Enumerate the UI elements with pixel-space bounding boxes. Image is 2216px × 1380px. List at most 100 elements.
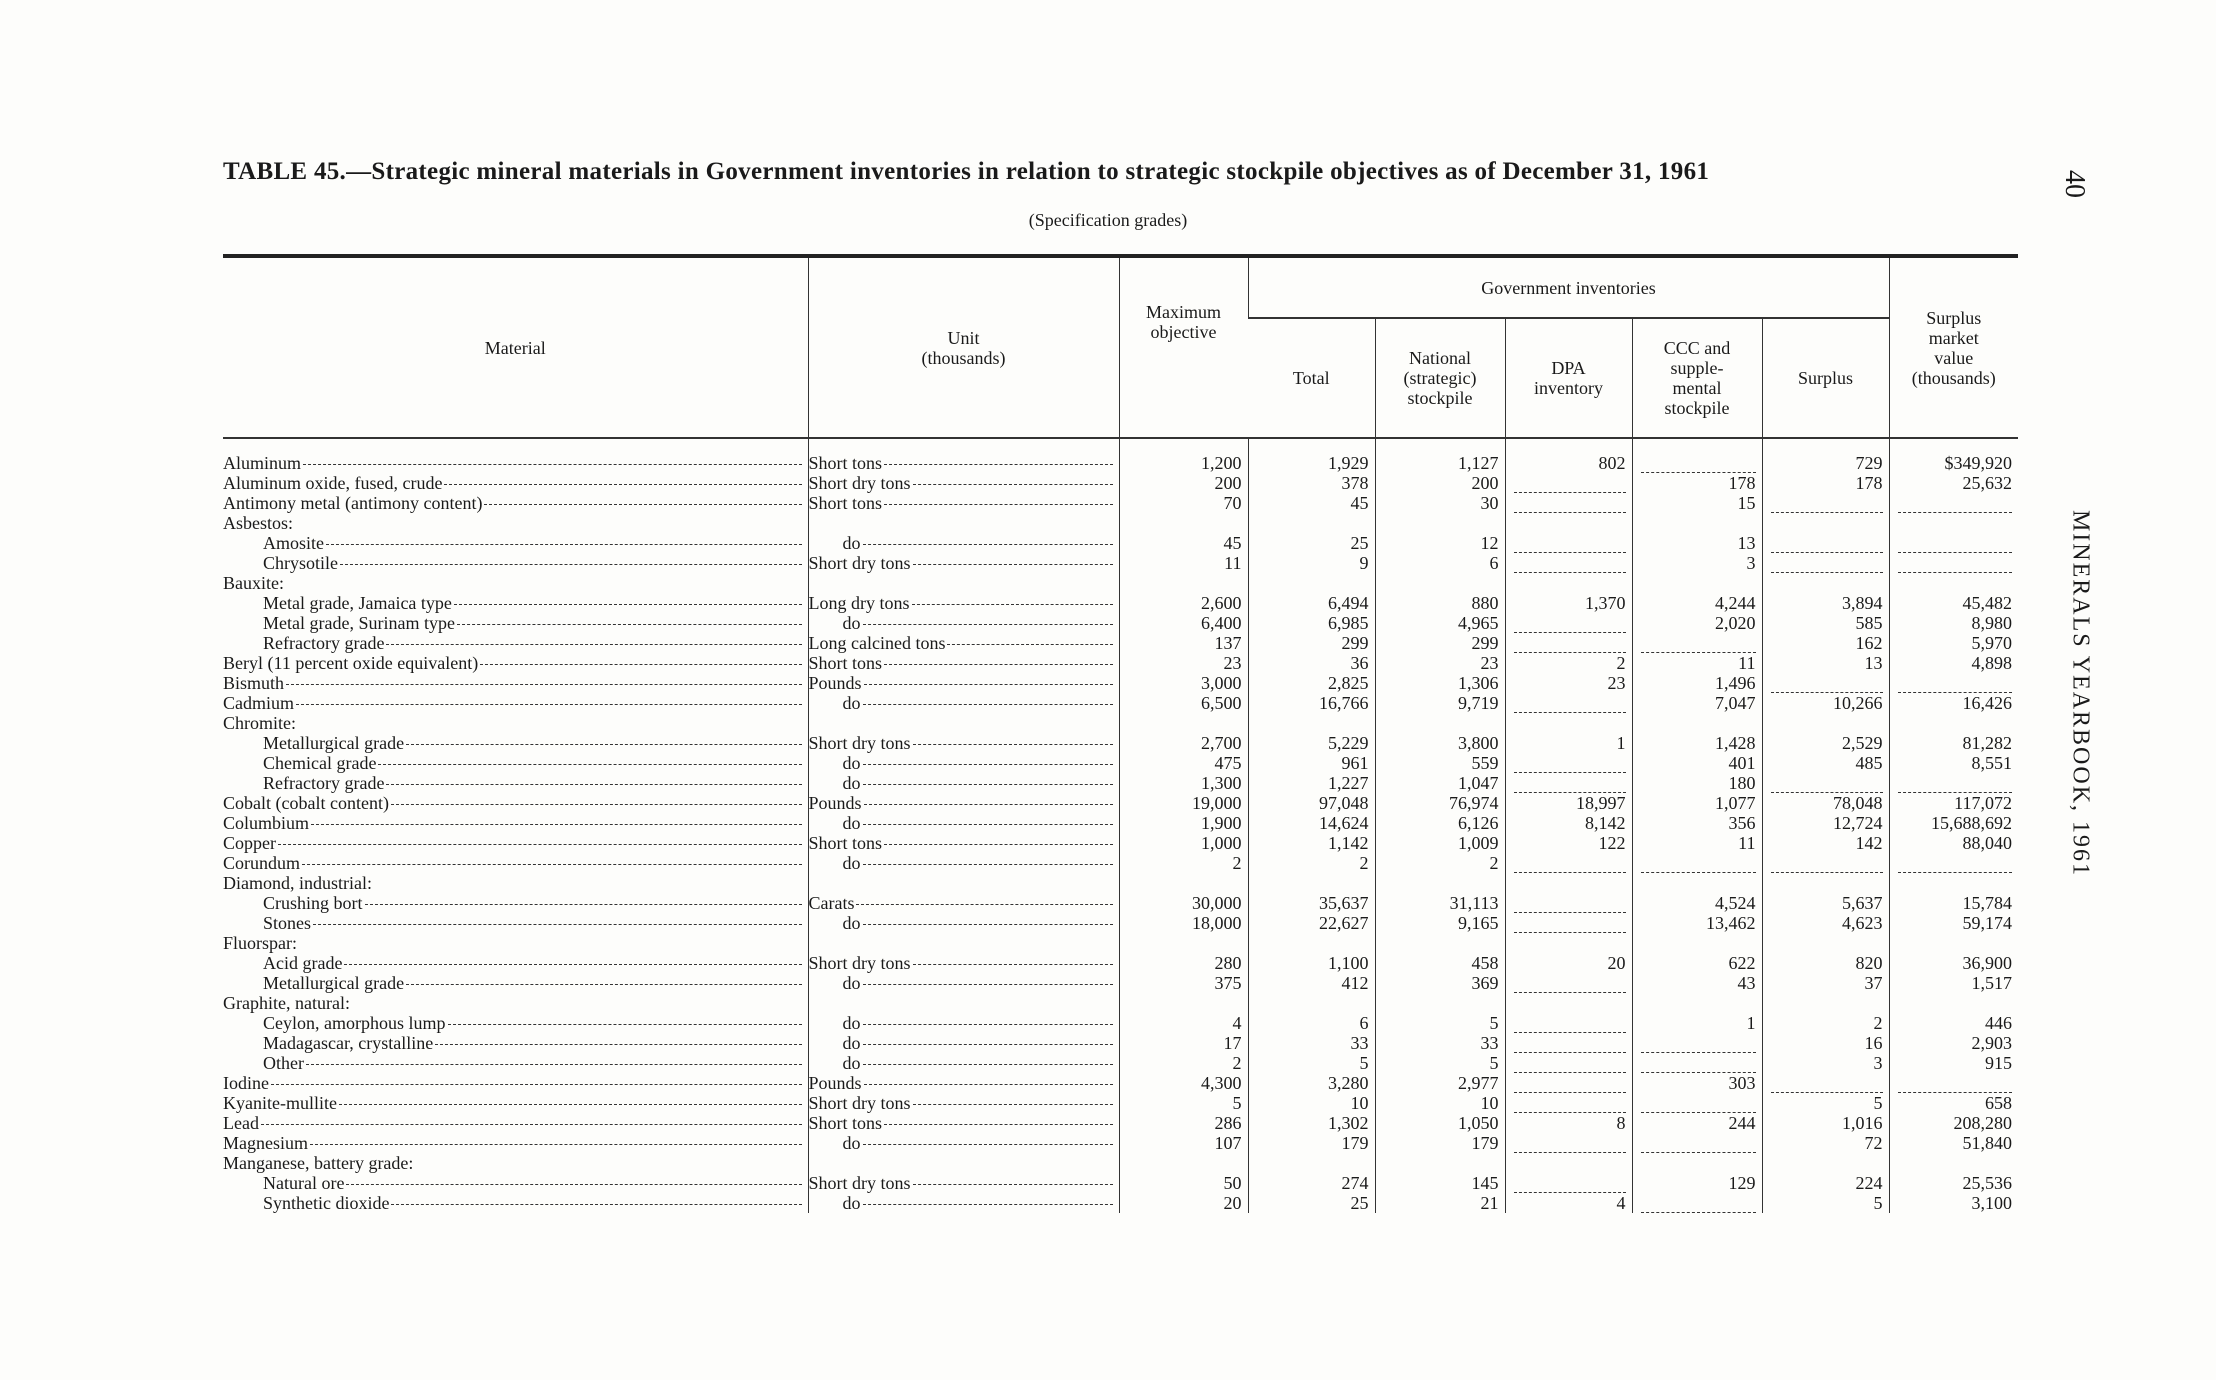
empty-leader [1513, 502, 1626, 513]
cell: 208,280 [1888, 1113, 2018, 1133]
cell: Antimony metal (antimony content) [223, 493, 808, 513]
cell: 375 [1118, 973, 1248, 993]
leader-dots [391, 1204, 802, 1205]
cell: 1,302 [1247, 1113, 1375, 1133]
cell: 81,282 [1888, 733, 2018, 753]
group-row: Diamond, industrial: [223, 873, 2018, 893]
cell: 299 [1247, 633, 1375, 653]
cell: 21 [1374, 1193, 1505, 1213]
cell [1888, 1153, 2018, 1173]
cell: Short dry tons [807, 473, 1119, 493]
cell [1761, 513, 1889, 533]
cell-text: Amosite [263, 533, 324, 553]
leader-dots [884, 464, 1113, 465]
cell [1631, 713, 1762, 733]
cell [1888, 493, 2018, 513]
empty-leader [1897, 1082, 2012, 1093]
leader: Metallurgical grade [223, 733, 802, 753]
cell: 5,637 [1761, 893, 1889, 913]
cell: 1,127 [1374, 438, 1505, 473]
leader: Long dry tons [809, 593, 1113, 613]
empty-leader [1513, 642, 1626, 653]
cell [1888, 933, 2018, 953]
cell: Columbium [223, 813, 808, 833]
cell-text: Short dry tons [808, 953, 911, 973]
leader-dots [912, 744, 1113, 745]
leader-dots [862, 824, 1113, 825]
leader-dots [912, 1184, 1113, 1185]
cell: do [807, 693, 1119, 713]
leader: Short dry tons [809, 953, 1113, 973]
cell: 2,700 [1118, 733, 1248, 753]
cell: 31,113 [1374, 893, 1505, 913]
leader: Lead [223, 1113, 802, 1133]
cell: 18,000 [1118, 913, 1248, 933]
cell: 43 [1631, 973, 1762, 993]
leader-dots [364, 904, 802, 905]
leader-dots [912, 484, 1113, 485]
leader-dots [863, 684, 1113, 685]
leader: do [809, 1193, 1113, 1213]
cell-text: Bismuth [223, 673, 285, 693]
table-row: Crushing bort Carats 30,000 35,637 31,113 4,5… [223, 893, 2018, 913]
group-label: Fluorspar: [223, 933, 297, 953]
cell: 11 [1631, 653, 1762, 673]
cell [1118, 713, 1248, 733]
empty-leader [1897, 782, 2012, 793]
cell: Acid grade [223, 953, 808, 973]
empty-leader [1513, 862, 1626, 873]
leader-dots [456, 624, 802, 625]
cell: 5 [1247, 1053, 1375, 1073]
cell: 15 [1631, 493, 1762, 513]
cell [807, 993, 1119, 1013]
cell-text: Short tons [808, 493, 883, 513]
cell: 1,428 [1631, 733, 1762, 753]
leader: Other [223, 1053, 802, 1073]
cell: 45,482 [1888, 593, 2018, 613]
cell: do [807, 773, 1119, 793]
cell: Long calcined tons [807, 633, 1119, 653]
cell-text: do [842, 1053, 861, 1073]
cell-text: Aluminum [223, 453, 302, 473]
cell [1374, 993, 1505, 1013]
cell [1118, 513, 1248, 533]
cell: 3,100 [1888, 1193, 2018, 1213]
cell: 2 [1118, 1053, 1248, 1073]
leader: Cobalt (cobalt content) [223, 793, 802, 813]
cell [1504, 493, 1632, 513]
cell: Short dry tons [807, 1173, 1119, 1193]
cell: Metal grade, Jamaica type [223, 593, 808, 613]
leader-dots [862, 764, 1113, 765]
cell: 1,009 [1374, 833, 1505, 853]
cell: 274 [1247, 1173, 1375, 1193]
cell: 33 [1247, 1033, 1375, 1053]
cell-text: Cobalt (cobalt content) [223, 793, 389, 813]
cell: 9,165 [1374, 913, 1505, 933]
cell: 5 [1118, 1093, 1248, 1113]
cell [1247, 933, 1375, 953]
column-header: Surplus market value (thousands) [1888, 256, 2018, 439]
group-label: Graphite, natural: [223, 993, 350, 1013]
table-row: Chemical grade do 475 961 559 401 485 8,551 [223, 753, 2018, 773]
cell [1374, 873, 1505, 893]
cell-text: Iodine [223, 1073, 269, 1093]
cell: 2,529 [1761, 733, 1889, 753]
cell [1631, 513, 1762, 533]
cell [1631, 1053, 1762, 1073]
cell: 446 [1888, 1013, 2018, 1033]
cell: do [807, 853, 1119, 873]
cell: Natural ore [223, 1173, 808, 1193]
empty-leader [1513, 982, 1626, 993]
leader-dots [453, 604, 802, 605]
cell [1504, 513, 1632, 533]
group-row: Fluorspar: [223, 933, 2018, 953]
cell: 88,040 [1888, 833, 2018, 853]
leader: Bismuth [223, 673, 802, 693]
cell: 280 [1118, 953, 1248, 973]
cell: 59,174 [1888, 913, 2018, 933]
leader: Chrysotile [223, 553, 802, 573]
empty-leader [1513, 902, 1626, 913]
cell: 30,000 [1118, 893, 1248, 913]
cell: 20 [1118, 1193, 1248, 1213]
cell [1761, 1153, 1889, 1173]
